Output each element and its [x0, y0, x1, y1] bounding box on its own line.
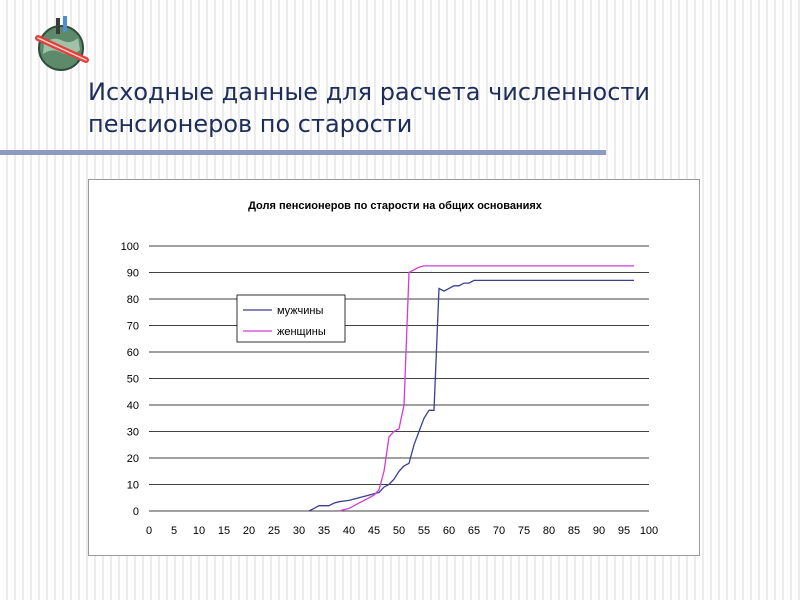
- y-tick-label: 60: [127, 347, 139, 359]
- x-tick-label: 75: [518, 525, 530, 537]
- y-tick-label: 0: [133, 506, 139, 518]
- x-tick-label: 85: [568, 525, 580, 537]
- y-tick-label: 70: [127, 321, 139, 333]
- globe-logo-icon: [30, 14, 90, 74]
- y-tick-label: 80: [127, 294, 139, 306]
- series-line-0: [308, 279, 634, 512]
- x-tick-label: 50: [393, 525, 405, 537]
- legend: мужчины женщины: [236, 294, 346, 343]
- series-lines: [308, 265, 634, 512]
- x-tick-label: 15: [218, 525, 230, 537]
- line-chart: Доля пенсионеров по старости на общих ос…: [121, 200, 659, 537]
- x-tick-label: 55: [418, 525, 430, 537]
- y-tick-label: 40: [127, 400, 139, 412]
- x-tick-label: 100: [640, 525, 658, 537]
- series-line-1: [338, 265, 634, 512]
- x-tick-label: 10: [193, 525, 205, 537]
- y-tick-label: 100: [121, 241, 139, 253]
- x-tick-label: 70: [493, 525, 505, 537]
- legend-label-men: мужчины: [277, 305, 323, 317]
- x-tick-label: 5: [171, 525, 177, 537]
- y-tick-label: 20: [127, 453, 139, 465]
- chart-title: Доля пенсионеров по старости на общих ос…: [248, 200, 543, 212]
- x-tick-label: 80: [543, 525, 555, 537]
- x-tick-label: 60: [443, 525, 455, 537]
- slide-title: Исходные данные для расчета численности …: [88, 78, 651, 138]
- x-tick-label: 25: [268, 525, 280, 537]
- y-tick-label: 50: [127, 374, 139, 386]
- grid-lines: [149, 245, 649, 512]
- x-tick-label: 20: [243, 525, 255, 537]
- x-tick-label: 0: [146, 525, 152, 537]
- x-tick-label: 95: [618, 525, 630, 537]
- legend-label-women: женщины: [277, 326, 326, 338]
- x-tick-label: 45: [368, 525, 380, 537]
- x-tick-label: 35: [318, 525, 330, 537]
- title-divider: [0, 150, 606, 155]
- x-tick-label: 30: [293, 525, 305, 537]
- x-tick-label: 65: [468, 525, 480, 537]
- y-tick-label: 30: [127, 427, 139, 439]
- x-tick-label: 90: [593, 525, 605, 537]
- x-tick-label: 40: [343, 525, 355, 537]
- y-tick-label: 10: [127, 480, 139, 492]
- y-tick-label: 90: [127, 268, 139, 280]
- axis-ticks: 0 10 20 30 40 50 60 70 80 90 100 0 5 10 15 20 25 30 35 40 45…: [121, 241, 659, 537]
- chart-frame: Доля пенсионеров по старости на общих ос…: [88, 179, 700, 556]
